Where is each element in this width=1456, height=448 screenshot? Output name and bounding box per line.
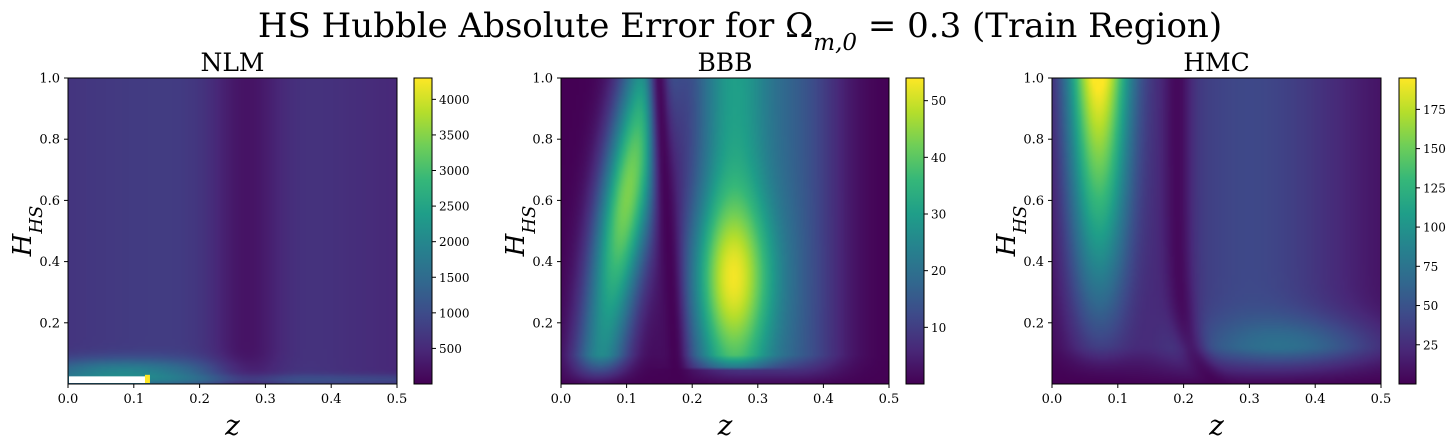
colorbar (413, 77, 433, 385)
x-tick-label: 0.2 (682, 392, 703, 407)
plot-frame (67, 77, 398, 385)
panel-title: HMC (1183, 48, 1250, 77)
heatmap-image (1052, 78, 1381, 384)
y-axis-label: HHS (992, 206, 1031, 258)
x-axis-label: z (1208, 409, 1224, 442)
x-tick-label: 0.3 (255, 392, 276, 407)
x-tick-label: 0.0 (58, 392, 79, 407)
y-tick-label: 1.0 (1023, 72, 1044, 87)
x-tick-label: 0.3 (747, 392, 768, 407)
y-tick-label: 1.0 (532, 72, 553, 87)
x-tick-label: 0.1 (616, 392, 637, 407)
x-tick-label: 0.0 (1042, 392, 1063, 407)
x-tick-label: 0.4 (1305, 392, 1326, 407)
colorbar-tick-label: 75 (1423, 260, 1438, 274)
colorbar-tick-label: 2500 (439, 200, 470, 214)
x-tick-label: 0.3 (1239, 392, 1260, 407)
x-tick-label: 0.0 (551, 392, 572, 407)
colorbar-tick-label: 150 (1423, 142, 1446, 156)
colorbar-tick-label: 1500 (439, 271, 470, 285)
plot-frame (560, 77, 890, 385)
figure-title: HS Hubble Absolute Error for Ωm,0 = 0.3 … (258, 6, 1222, 56)
colorbar-tick-label: 500 (439, 342, 462, 356)
y-tick-label: 0.6 (1023, 194, 1044, 209)
colorbar-tick-label: 1000 (439, 306, 470, 320)
colorbar-tick-label: 40 (931, 151, 946, 165)
y-tick-label: 0.8 (39, 133, 60, 148)
colorbar-tick-label: 10 (931, 321, 946, 335)
colorbar-tick-label: 100 (1423, 221, 1446, 235)
panel-title: NLM (200, 48, 264, 77)
y-tick-label: 0.8 (532, 133, 553, 148)
x-tick-label: 0.1 (1107, 392, 1128, 407)
heatmap-image (68, 78, 397, 384)
x-tick-label: 0.2 (1173, 392, 1194, 407)
plot-frame (1051, 77, 1382, 385)
colorbar-tick-label: 50 (931, 94, 946, 108)
y-tick-label: 0.8 (1023, 133, 1044, 148)
hot-spot (144, 374, 150, 383)
panel-title: BBB (697, 48, 752, 77)
x-tick-label: 0.1 (123, 392, 144, 407)
y-tick-label: 0.6 (39, 194, 60, 209)
x-tick-label: 0.4 (321, 392, 342, 407)
y-tick-label: 1.0 (39, 72, 60, 87)
colorbar-tick-label: 4000 (439, 93, 470, 107)
x-tick-label: 0.4 (813, 392, 834, 407)
y-axis-label: HHS (501, 206, 540, 258)
y-tick-label: 0.2 (1023, 316, 1044, 331)
heatmap-image (561, 78, 889, 384)
y-tick-label: 0.6 (532, 194, 553, 209)
y-tick-label: 0.2 (532, 316, 553, 331)
colorbar-tick-label: 3000 (439, 164, 470, 178)
colorbar (1398, 77, 1417, 385)
y-tick-label: 0.4 (1023, 255, 1044, 270)
colorbar-tick-label: 50 (1423, 299, 1438, 313)
colorbar-tick-label: 25 (1423, 338, 1438, 352)
y-tick-label: 0.2 (39, 316, 60, 331)
colorbar-tick-label: 2000 (439, 235, 470, 249)
panel-nlm: NLM 0.0 0.1 0.2 0.3 0.4 0.5 0.2 0.4 0.6 0.8 1.0 z HHS… (8, 48, 470, 442)
x-axis-label: z (224, 409, 240, 442)
y-tick-label: 0.4 (39, 255, 60, 270)
x-tick-label: 0.5 (1371, 392, 1392, 407)
colorbar-tick-label: 3500 (439, 128, 470, 142)
colorbar-tick-label: 20 (931, 264, 946, 278)
x-tick-label: 0.5 (387, 392, 408, 407)
y-tick-label: 0.4 (532, 255, 553, 270)
x-tick-label: 0.2 (189, 392, 210, 407)
x-axis-label: z (717, 409, 733, 442)
colorbar (905, 77, 925, 385)
colorbar-tick-label: 125 (1423, 181, 1446, 195)
panel-bbb: BBB 0.0 0.1 0.2 0.3 0.4 0.5 0.2 0.4 0.6 0.8 1.0 z HHS… (501, 48, 946, 442)
colorbar-tick-label: 30 (931, 208, 946, 222)
x-tick-label: 0.5 (879, 392, 900, 407)
missing-data-strip (69, 376, 147, 383)
panel-hmc: HMC 0.0 0.1 0.2 0.3 0.4 0.5 0.2 0.4 0.6 0.8 1.0 z HHS… (992, 48, 1446, 442)
y-axis-label: HHS (8, 206, 47, 258)
colorbar-tick-label: 175 (1423, 103, 1446, 117)
